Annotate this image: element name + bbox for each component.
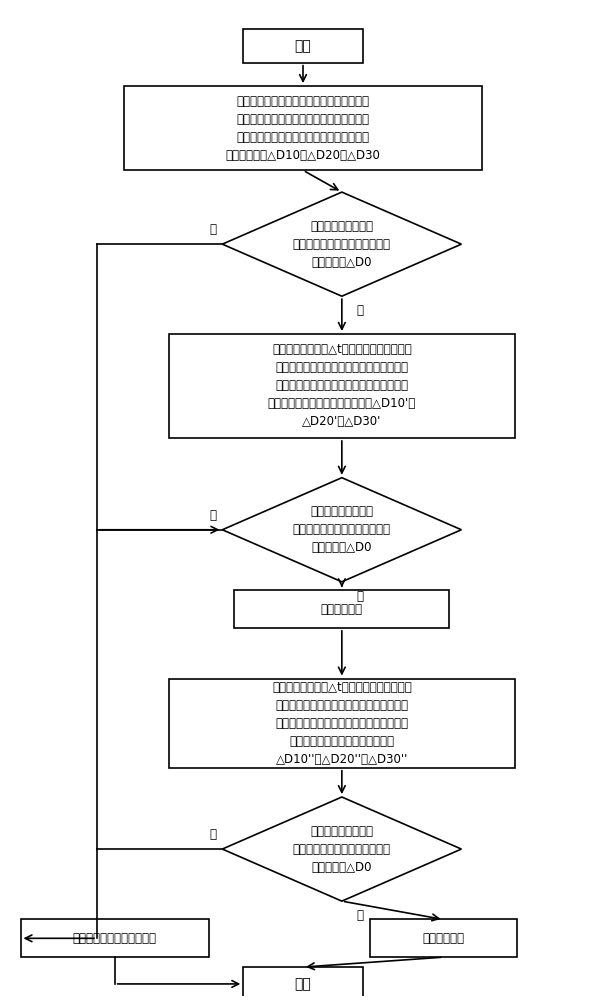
Text: 获取后续时间间隔△t内的第一分布式光纤压
力传感器、第二分布式光纤压力传感器以及
第三分布式光纤压力传感器的各自一组输出
信号中的连续两个采样点的变化量△D10: 获取后续时间间隔△t内的第一分布式光纤压 力传感器、第二分布式光纤压力传感器以及… [268, 343, 416, 428]
Text: 否: 否 [209, 223, 216, 236]
Text: 判断三组输出信号中
是否仅一组输出信号的变换量大
于预设阈值△D0: 判断三组输出信号中 是否仅一组输出信号的变换量大 于预设阈值△D0 [293, 505, 391, 554]
Text: 输出告警信号: 输出告警信号 [321, 603, 363, 616]
Text: 判断三组输出信号中
是否仅一组输出信号的变换量大
于预设阈值△D0: 判断三组输出信号中 是否仅一组输出信号的变换量大 于预设阈值△D0 [293, 220, 391, 269]
FancyBboxPatch shape [370, 919, 517, 957]
Polygon shape [222, 478, 461, 582]
FancyBboxPatch shape [235, 590, 450, 628]
Text: 是: 是 [357, 590, 364, 603]
FancyBboxPatch shape [21, 919, 209, 957]
FancyBboxPatch shape [168, 678, 515, 768]
Polygon shape [222, 797, 461, 901]
FancyBboxPatch shape [243, 29, 363, 63]
FancyBboxPatch shape [168, 334, 515, 438]
Text: 判断三组输出信号中
是否仅一组输出信号的变换量大
于预设阈值△D0: 判断三组输出信号中 是否仅一组输出信号的变换量大 于预设阈值△D0 [293, 825, 391, 874]
Text: 是: 是 [357, 304, 364, 317]
Text: 输出跳闸信号: 输出跳闸信号 [422, 932, 464, 945]
Text: 获取后续事件间隔△t内的第一分布式光纤压
力传感器、第二分布式光纤压力传感器以及
第三分布式光纤压力传感器的各自一组输出
信号中的连续两个采样点的变化量
△D1: 获取后续事件间隔△t内的第一分布式光纤压 力传感器、第二分布式光纤压力传感器以及… [272, 681, 411, 766]
Text: 结束: 结束 [295, 977, 311, 991]
Text: 获取第一分布式光纤压力传感器、第二分布
式光纤压力传感器以及第三分布式光纤压力
传感器的各自一组输出信号中的连续两个采
样点的变化量△D10，△D20，△D30: 获取第一分布式光纤压力传感器、第二分布 式光纤压力传感器以及第三分布式光纤压力 … [225, 95, 381, 162]
Text: 否: 否 [209, 509, 216, 522]
FancyBboxPatch shape [124, 86, 482, 170]
Text: 开始: 开始 [295, 39, 311, 53]
Polygon shape [222, 192, 461, 296]
Text: 否: 否 [209, 828, 216, 841]
Text: 是: 是 [357, 909, 364, 922]
FancyBboxPatch shape [243, 967, 363, 1000]
Text: 输出记录信号至历史数据库: 输出记录信号至历史数据库 [73, 932, 157, 945]
